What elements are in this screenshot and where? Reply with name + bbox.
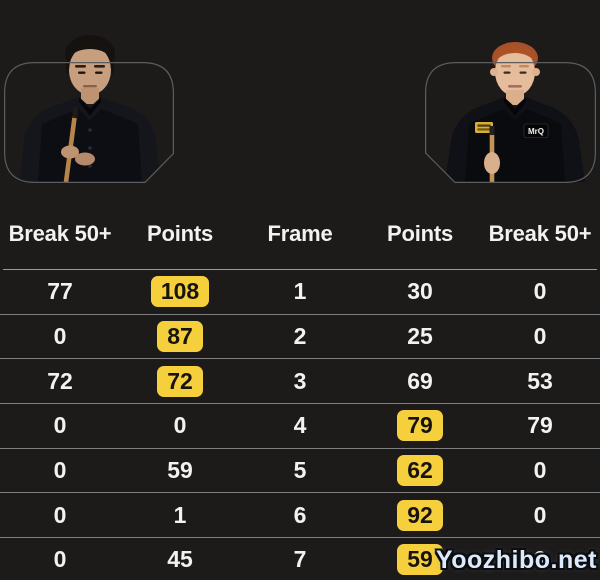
p2-points-value: 69 xyxy=(407,367,433,394)
p2-break-cell: 0 xyxy=(480,459,600,482)
header-break50-right: Break 50+ xyxy=(488,220,592,246)
left-player-frame xyxy=(4,62,174,183)
p1-points-value: 87 xyxy=(157,321,203,353)
p1-points-value: 72 xyxy=(157,365,203,397)
p2-break-value: 0 xyxy=(533,323,547,350)
frame-number: 2 xyxy=(293,323,307,350)
p2-points-cell: 92 xyxy=(360,499,480,531)
p1-break-value: 0 xyxy=(53,323,67,350)
p1-break-cell: 0 xyxy=(0,414,120,437)
watermark: Yoozhibo.net xyxy=(435,546,597,574)
p1-points-value: 45 xyxy=(167,546,193,573)
p2-break-value: 79 xyxy=(527,412,553,439)
table-row: 77 108 1 30 0 xyxy=(0,270,600,315)
p1-points-cell: 0 xyxy=(120,414,240,437)
p2-break-value: 53 xyxy=(527,367,553,394)
p2-points-value: 30 xyxy=(407,278,433,305)
p1-points-cell: 72 xyxy=(120,365,240,397)
frame-number-cell: 1 xyxy=(240,280,360,303)
header-frame: Frame xyxy=(267,220,333,246)
frame-number: 5 xyxy=(293,457,307,484)
p1-break-cell: 72 xyxy=(0,367,120,394)
p1-break-cell: 77 xyxy=(0,280,120,303)
p2-break-cell: 53 xyxy=(480,367,600,394)
frame-number-cell: 3 xyxy=(240,367,360,394)
frame-number: 3 xyxy=(293,367,307,394)
p1-break-cell: 0 xyxy=(0,501,120,528)
p2-break-cell: 0 xyxy=(480,280,600,303)
p2-points-value: 25 xyxy=(407,323,433,350)
frame-number-cell: 7 xyxy=(240,548,360,571)
p2-break-cell: 79 xyxy=(480,414,600,437)
p1-points-cell: 45 xyxy=(120,548,240,571)
p2-points-cell: 25 xyxy=(360,325,480,348)
p1-break-value: 0 xyxy=(53,501,67,528)
header-separator xyxy=(3,269,597,270)
frame-number-cell: 4 xyxy=(240,414,360,437)
table-row: 0 0 4 79 79 xyxy=(0,404,600,449)
p1-break-cell: 0 xyxy=(0,325,120,348)
p1-points-value: 1 xyxy=(173,501,187,528)
frame-number: 1 xyxy=(293,278,307,305)
p1-points-cell: 87 xyxy=(120,321,240,353)
p1-points-cell: 108 xyxy=(120,276,240,308)
p2-break-value: 0 xyxy=(533,501,547,528)
frame-number-cell: 2 xyxy=(240,325,360,348)
p2-break-cell: 0 xyxy=(480,325,600,348)
p1-break-value: 77 xyxy=(47,278,73,305)
p2-points-value: 62 xyxy=(397,455,443,487)
p2-points-cell: 59 xyxy=(360,544,480,576)
p1-break-value: 0 xyxy=(53,457,67,484)
frame-number-cell: 5 xyxy=(240,459,360,482)
p2-break-cell: 0 xyxy=(480,501,600,528)
p1-points-value: 59 xyxy=(167,457,193,484)
table-row: 0 45 7 59 0 xyxy=(0,538,600,580)
p1-points-cell: 59 xyxy=(120,459,240,482)
p2-break-value: 0 xyxy=(533,546,547,573)
p2-break-value: 0 xyxy=(533,278,547,305)
p1-break-cell: 0 xyxy=(0,459,120,482)
table-row: 0 1 6 92 0 xyxy=(0,493,600,539)
p2-points-value: 59 xyxy=(397,544,443,576)
p2-points-cell: 79 xyxy=(360,410,480,442)
p1-break-value: 0 xyxy=(53,412,67,439)
p1-break-value: 0 xyxy=(53,546,67,573)
frame-number: 4 xyxy=(293,412,307,439)
p2-points-value: 92 xyxy=(397,499,443,531)
header-points-left: Points xyxy=(146,220,214,246)
p2-break-value: 0 xyxy=(533,457,547,484)
frame-number: 7 xyxy=(293,546,307,573)
table-row: 0 59 5 62 0 xyxy=(0,449,600,494)
p2-points-cell: 30 xyxy=(360,280,480,303)
table-row: 0 87 2 25 0 xyxy=(0,315,600,360)
p1-break-value: 72 xyxy=(47,367,73,394)
frame-number-cell: 6 xyxy=(240,501,360,528)
frame-number: 6 xyxy=(293,501,307,528)
table-header-row: Break 50+ Points Frame Points Break 50+ xyxy=(0,198,600,269)
frame-stats-table: Break 50+ Points Frame Points Break 50+ … xyxy=(0,198,600,580)
header-points-right: Points xyxy=(386,220,454,246)
p2-points-cell: 69 xyxy=(360,367,480,394)
header-break50-left: Break 50+ xyxy=(8,220,112,246)
p2-break-cell: 0 xyxy=(480,548,600,571)
p2-points-value: 79 xyxy=(397,410,443,442)
p1-points-value: 108 xyxy=(150,276,210,308)
table-row: 72 72 3 69 53 xyxy=(0,359,600,405)
p1-points-value: 0 xyxy=(173,412,187,439)
p2-points-cell: 62 xyxy=(360,455,480,487)
right-player-frame xyxy=(425,62,596,183)
p1-break-cell: 0 xyxy=(0,548,120,571)
p1-points-cell: 1 xyxy=(120,501,240,528)
